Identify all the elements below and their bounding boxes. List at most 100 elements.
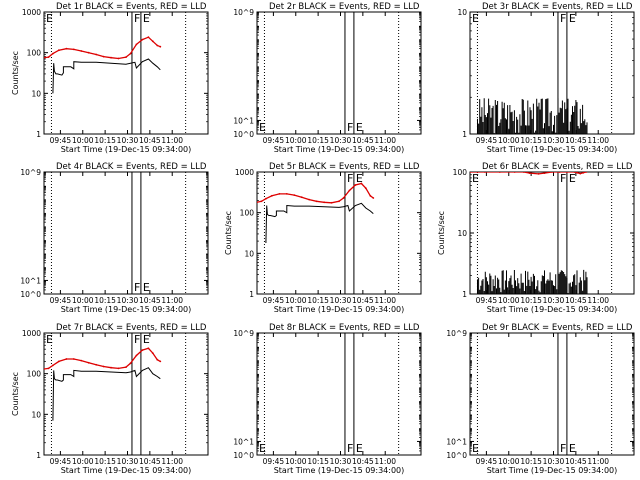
series-lld-line bbox=[257, 182, 374, 204]
panel-title: Det 7r BLACK = Events, RED = LLD bbox=[56, 323, 207, 333]
panel-title: Det 9r BLACK = Events, RED = LLD bbox=[482, 323, 633, 333]
lld-point bbox=[129, 362, 132, 365]
x-tick-label: 10:45 bbox=[139, 457, 161, 466]
lld-point bbox=[102, 365, 105, 368]
x-tick-label: 11:00 bbox=[374, 457, 396, 466]
y-tick-label: 1 bbox=[36, 130, 41, 139]
lld-point bbox=[372, 197, 375, 199]
x-tick-label: 09:45 bbox=[50, 296, 72, 305]
x-tick-label: 10:15 bbox=[94, 296, 116, 305]
lld-point bbox=[360, 182, 363, 185]
y-tick-label: 10 bbox=[244, 249, 254, 258]
x-tick-label: 10:00 bbox=[285, 457, 307, 466]
lld-point bbox=[72, 358, 75, 360]
flag-letter: E bbox=[46, 12, 53, 25]
flag-letter: E bbox=[259, 442, 266, 455]
x-axis-title: Start Time (19-Dec-15 09:34:00) bbox=[61, 466, 192, 475]
y-tick-label: 100 bbox=[453, 168, 468, 177]
lld-point bbox=[260, 200, 263, 203]
panel-title: Det 5r BLACK = Events, RED = LLD bbox=[269, 162, 420, 172]
flag-letter: F bbox=[347, 121, 353, 134]
plot-frame bbox=[469, 171, 635, 295]
series-lld-line bbox=[44, 347, 161, 370]
lld-point bbox=[72, 48, 75, 51]
x-axis-title: Start Time (19-Dec-15 09:34:00) bbox=[274, 305, 405, 314]
lld-point bbox=[551, 172, 553, 173]
x-tick-label: 11:00 bbox=[161, 296, 183, 305]
series-group bbox=[257, 182, 375, 244]
x-tick-label: 09:45 bbox=[263, 136, 285, 145]
lld-point bbox=[135, 354, 138, 357]
plot-frame bbox=[43, 332, 209, 456]
x-axis-title: Start Time (19-Dec-15 09:34:00) bbox=[274, 145, 405, 154]
x-tick-label: 10:00 bbox=[285, 136, 307, 145]
lld-point bbox=[528, 172, 531, 175]
lld-point bbox=[566, 172, 568, 173]
flag-letter: E bbox=[143, 281, 150, 294]
x-tick-label: 10:45 bbox=[352, 136, 374, 145]
series-group bbox=[44, 36, 162, 94]
panel-title: Det 4r BLACK = Events, RED = LLD bbox=[56, 162, 207, 172]
lld-point bbox=[338, 200, 340, 203]
flag-letter: E bbox=[356, 172, 363, 185]
flag-letter: E bbox=[356, 442, 363, 455]
x-tick-label: 10:15 bbox=[307, 457, 329, 466]
series-events-line bbox=[265, 202, 374, 244]
flag-letter: F bbox=[347, 442, 353, 455]
y-axis-title: Counts/sec bbox=[11, 372, 20, 416]
panel-det-9: Det 9r BLACK = Events, RED = LLD 10^0 10^1… bbox=[446, 323, 635, 475]
lld-point bbox=[293, 194, 296, 197]
lld-point bbox=[522, 172, 525, 173]
x-tick-label: 09:45 bbox=[476, 136, 498, 145]
lld-point bbox=[537, 173, 540, 175]
lld-point bbox=[52, 52, 54, 55]
flag-letter: E bbox=[356, 121, 363, 134]
series-group bbox=[477, 98, 588, 134]
x-tick-label: 10:45 bbox=[565, 296, 587, 305]
flag-letter: E bbox=[569, 442, 576, 455]
flag-letter: E bbox=[143, 12, 150, 25]
x-tick-label: 09:45 bbox=[263, 296, 285, 305]
y-tick-label: 10 bbox=[457, 229, 467, 238]
flag-letter: F bbox=[347, 172, 353, 185]
x-tick-label: 10:15 bbox=[307, 136, 329, 145]
lld-point bbox=[348, 189, 351, 192]
lld-point bbox=[129, 52, 132, 55]
x-tick-label: 10:00 bbox=[498, 296, 520, 305]
y-tick-label: 10 bbox=[31, 89, 41, 98]
x-tick-label: 10:00 bbox=[72, 457, 94, 466]
y-tick-label: 1000 bbox=[22, 8, 41, 17]
plot-frame bbox=[256, 332, 422, 456]
panel-det-8: Det 8r BLACK = Events, RED = LLD 10^0 10^1… bbox=[233, 323, 422, 475]
x-tick-label: 10:15 bbox=[520, 296, 542, 305]
panel-title: Det 3r BLACK = Events, RED = LLD bbox=[482, 2, 633, 12]
flag-letter: F bbox=[134, 333, 140, 346]
lld-point bbox=[58, 360, 60, 363]
lld-point bbox=[110, 366, 112, 369]
y-tick-label: 100 bbox=[27, 370, 42, 379]
lld-point bbox=[265, 197, 267, 200]
x-tick-label: 10:30 bbox=[543, 136, 565, 145]
y-tick-label: 10^0 bbox=[20, 290, 41, 299]
flag-letter: F bbox=[560, 172, 566, 185]
flag-letter: E bbox=[143, 333, 150, 346]
lld-point bbox=[330, 201, 333, 204]
lld-point bbox=[151, 352, 154, 354]
y-tick-label: 10^0 bbox=[233, 130, 254, 139]
flag-letter: F bbox=[560, 12, 566, 25]
x-tick-label: 10:15 bbox=[307, 296, 329, 305]
x-axis-title: Start Time (19-Dec-15 09:34:00) bbox=[61, 145, 192, 154]
lld-point bbox=[102, 55, 105, 58]
x-tick-label: 10:00 bbox=[72, 136, 94, 145]
x-axis-title: Start Time (19-Dec-15 09:34:00) bbox=[487, 145, 618, 154]
lld-point bbox=[300, 196, 303, 199]
lld-point bbox=[323, 201, 325, 204]
lld-point bbox=[543, 172, 546, 175]
panel-det-6: Det 6r BLACK = Events, RED = LLD 1 10 100 09… bbox=[437, 162, 635, 314]
lld-point bbox=[151, 40, 154, 43]
flag-letter: E bbox=[46, 333, 53, 346]
lld-point bbox=[52, 364, 54, 367]
lld-point bbox=[308, 198, 311, 201]
lld-point bbox=[117, 57, 120, 60]
